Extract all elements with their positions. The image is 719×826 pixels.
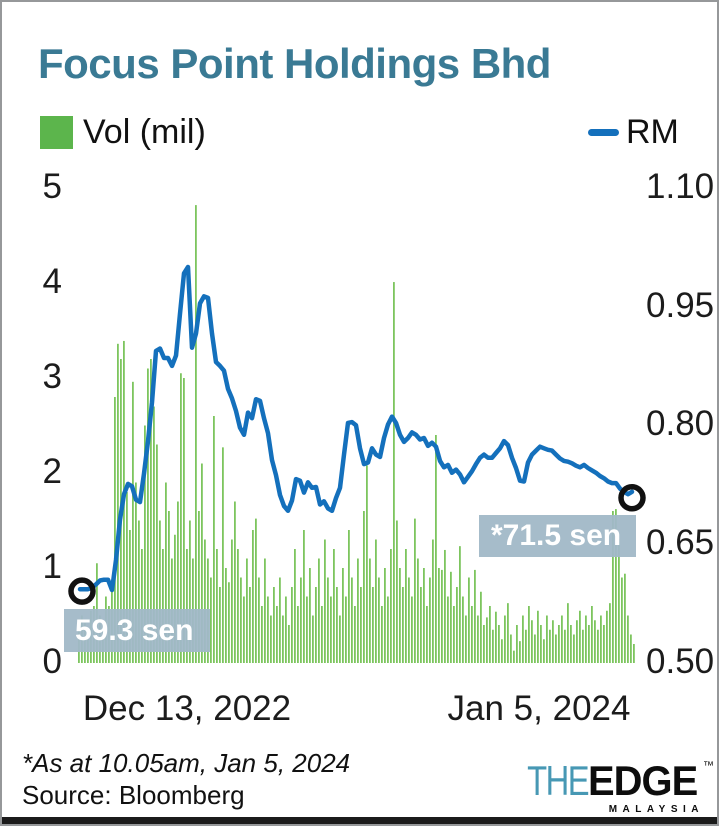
left-axis-tick-4: 4 — [42, 262, 62, 301]
source-credit: Source: Bloomberg — [22, 780, 245, 810]
logo-malaysia-text: MALAYSIA — [608, 804, 704, 815]
chart-title: Focus Point Holdings Bhd — [38, 40, 551, 87]
volume-bars — [78, 205, 635, 663]
legend-volume-label: Vol (mil) — [83, 113, 206, 151]
trademark-symbol: ™ — [703, 760, 715, 772]
footnote: *As at 10.05am, Jan 5, 2024 — [22, 748, 351, 778]
right-axis-tick-050: 0.50 — [646, 642, 715, 681]
left-axis-tick-3: 3 — [42, 357, 62, 396]
end-marker — [618, 484, 646, 512]
volume-swatch-icon — [40, 116, 73, 149]
logo-the-text: THE — [527, 757, 589, 804]
logo-edge-text: EDGE — [588, 757, 698, 804]
x-axis-label-end: Jan 5, 2024 — [447, 689, 631, 728]
left-axis-tick-1: 1 — [42, 547, 62, 586]
the-edge-malaysia-logo: THEEDGE ™ MALAYSIA — [510, 757, 714, 815]
legend-price-label: RM — [626, 113, 679, 151]
x-axis-label-start: Dec 13, 2022 — [82, 689, 292, 728]
right-axis-tick-110: 1.10 — [646, 167, 715, 206]
left-axis-tick-2: 2 — [42, 452, 62, 491]
right-axis-tick-095: 0.95 — [646, 286, 715, 325]
left-axis-tick-0: 0 — [42, 642, 62, 681]
left-axis-tick-5: 5 — [42, 167, 62, 206]
legend-price: RM — [588, 113, 679, 152]
annotation-current-price: *71.5 sen — [479, 515, 636, 557]
annotation-start-price: 59.3 sen — [64, 609, 210, 652]
the-edge-logo-wordmark: THEEDGE ™ — [510, 757, 714, 804]
price-line-icon — [588, 129, 619, 136]
right-axis-tick-080: 0.80 — [646, 404, 715, 443]
bottom-accent-bar — [2, 817, 717, 824]
right-axis-tick-065: 0.65 — [646, 523, 715, 562]
start-marker — [68, 577, 96, 605]
legend-volume: Vol (mil) — [40, 113, 206, 152]
